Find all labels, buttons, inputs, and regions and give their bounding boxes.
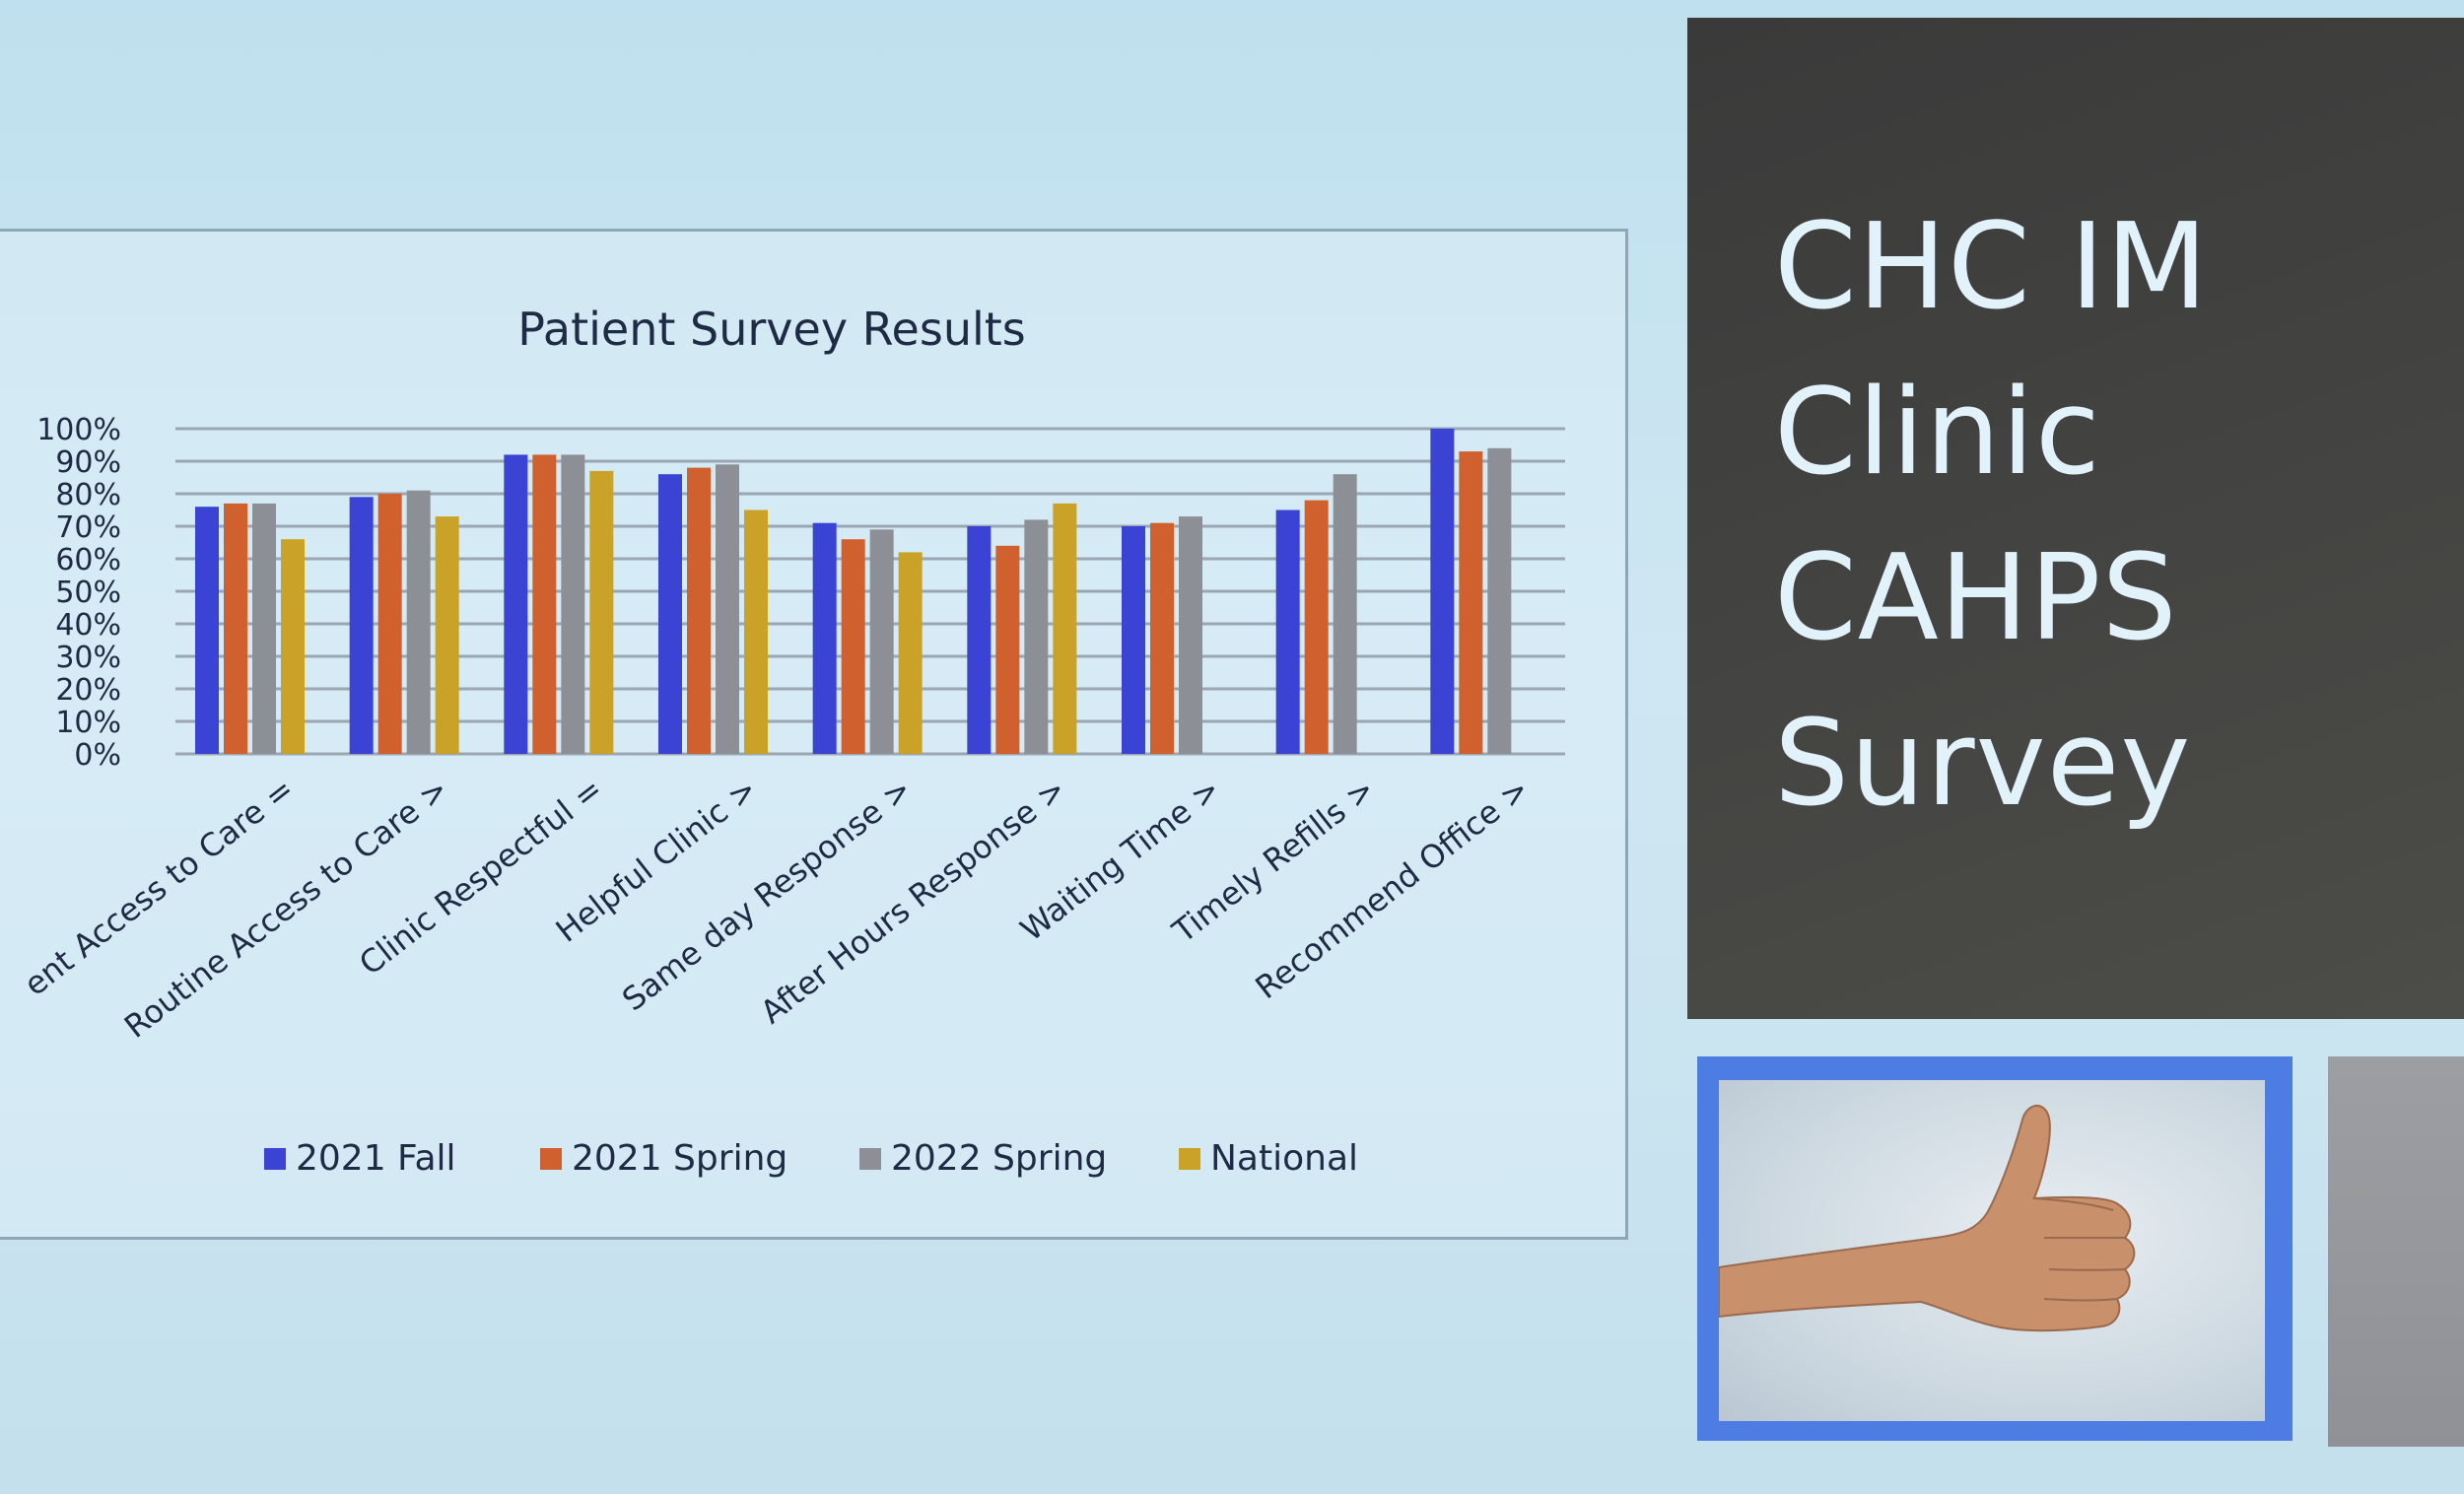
y-tick-label: 40% <box>55 608 121 643</box>
x-axis-label: Routine Access to Care > <box>117 770 455 1045</box>
thumbs-up-icon <box>1719 1105 2136 1332</box>
bar <box>281 539 305 754</box>
bar <box>898 552 923 754</box>
legend-swatch <box>540 1148 562 1170</box>
bars <box>195 429 1512 754</box>
y-tick-label: 10% <box>55 706 121 740</box>
bar <box>1304 500 1329 754</box>
bar <box>687 467 711 754</box>
bar <box>744 509 768 754</box>
bar <box>435 516 459 754</box>
bar <box>561 454 585 754</box>
bar <box>1150 522 1174 754</box>
chart-panel: Patient Survey Results 0% 10% 20% 30% 40% 50%… <box>0 229 1628 1240</box>
bar <box>869 529 894 754</box>
x-axis-label: Recommend Office > <box>1248 770 1536 1006</box>
slide-title-line-4: Survey <box>1774 696 2192 833</box>
slide-title-line-1: CHC IM <box>1774 199 2209 336</box>
bar <box>406 490 431 754</box>
bar <box>589 470 614 754</box>
bar <box>716 464 739 754</box>
bar <box>377 494 402 754</box>
y-tick-label: 60% <box>55 543 121 577</box>
slide-title: CHC IM Clinic CAHPS Survey <box>1774 185 2444 848</box>
title-tile: CHC IM Clinic CAHPS Survey <box>1687 18 2464 1019</box>
bar <box>995 545 1020 754</box>
grey-tile <box>2328 1056 2464 1447</box>
bar-chart: Patient Survey Results 0%10%20%30%40%50%… <box>17 303 1565 1179</box>
y-tick-label: 30% <box>55 641 121 675</box>
x-axis-label: Same day Response > <box>615 770 919 1018</box>
photo-inner <box>1719 1080 2265 1421</box>
bar <box>1459 451 1483 754</box>
y-tick-label: 70% <box>55 510 121 545</box>
slide-title-line-3: CAHPS <box>1774 530 2178 667</box>
legend-swatch <box>859 1148 881 1170</box>
y-tick-label: 80% <box>55 478 121 512</box>
bar <box>1122 526 1145 754</box>
y-tick-label: 50% <box>55 576 121 610</box>
bar <box>532 454 557 754</box>
x-axis-label: ent Access to Care = <box>17 770 301 1003</box>
bar <box>1487 447 1512 754</box>
bar <box>195 507 219 754</box>
bar <box>1275 509 1300 754</box>
bar <box>504 454 528 754</box>
bar <box>1053 503 1077 754</box>
bar <box>1430 429 1455 754</box>
slide-title-line-2: Clinic <box>1774 365 2101 502</box>
legend-swatch <box>1179 1148 1200 1170</box>
bar <box>224 503 247 754</box>
y-tick-label: 0% <box>74 738 121 773</box>
legend-label: National <box>1210 1138 1358 1179</box>
thumbs-up-photo <box>1697 1056 2293 1441</box>
bar <box>812 522 837 754</box>
legend-label: 2021 Spring <box>572 1138 787 1179</box>
y-tick-label: 20% <box>55 673 121 708</box>
bar <box>1024 519 1049 754</box>
bar <box>841 539 865 754</box>
y-axis-ticks: 0%10%20%30%40%50%60%70%80%90%100% <box>36 413 121 773</box>
y-tick-label: 100% <box>36 413 121 447</box>
legend-swatch <box>264 1148 286 1170</box>
legend-label: 2021 Fall <box>296 1138 456 1179</box>
x-axis-labels: ent Access to Care =Routine Access to Ca… <box>17 770 1536 1045</box>
chart-title: Patient Survey Results <box>517 303 1026 356</box>
bar <box>967 526 992 754</box>
y-tick-label: 90% <box>55 445 121 480</box>
bar <box>1333 474 1357 754</box>
bar <box>1179 516 1202 754</box>
bar <box>658 474 682 754</box>
x-axis-label: After Hours Response > <box>753 770 1072 1031</box>
bar <box>349 497 374 754</box>
bar <box>252 503 276 754</box>
legend-label: 2022 Spring <box>891 1138 1107 1179</box>
legend: 2021 Fall 2021 Spring 2022 Spring National <box>264 1138 1358 1179</box>
